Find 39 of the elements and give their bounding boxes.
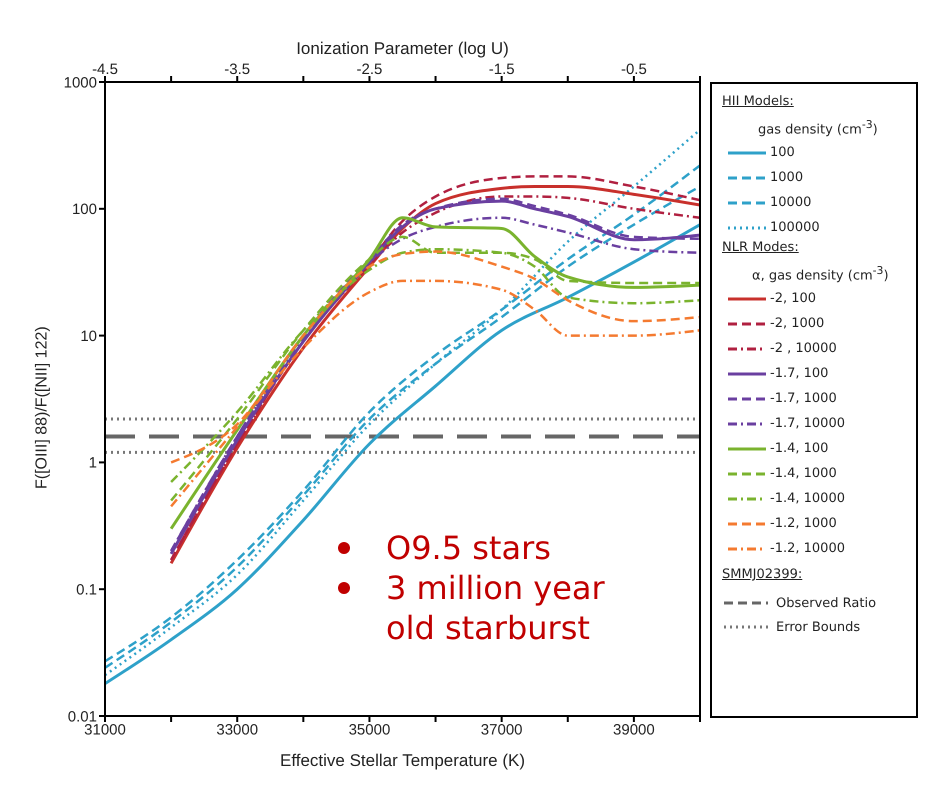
x2-tick-label: -3.5 [224, 61, 250, 78]
legend-label: -1.7, 10000 [770, 416, 845, 431]
text: α, gas density (cm$^{-3}$) [751, 264, 890, 286]
y-tick-label: 100 [72, 201, 97, 218]
y-tick-label: 1 [88, 454, 97, 472]
x-axis-title: Effective Stellar Temperature (K) [280, 751, 526, 770]
y-tick-label: 0.1 [76, 582, 97, 599]
legend-label: 100 [770, 145, 795, 160]
x-tick-label: 39000 [613, 722, 655, 739]
legend-label: -1.2, 1000 [770, 516, 837, 531]
x2-tick-label: -2.5 [356, 61, 382, 78]
legend-label: Error Bounds [776, 620, 860, 634]
text: NLR Modes: [721, 240, 800, 257]
legend-label: -1.7, 1000 [770, 391, 837, 406]
legend-label: 10000 [770, 195, 812, 210]
legend-label: -1.7, 100 [770, 366, 828, 381]
y-tick-label: 10 [80, 328, 97, 345]
legend-label: -1.4, 100 [770, 441, 828, 456]
x-tick-label: 37000 [480, 722, 523, 739]
legend-label: 1000 [770, 170, 804, 185]
x-tick-label: 33000 [216, 722, 258, 739]
legend-label: Observed Ratio [776, 596, 876, 610]
legend-label: -2, 1000 [770, 316, 824, 331]
legend-label: -2, 100 [770, 291, 816, 306]
text: SMMJ02399: [721, 567, 804, 584]
legend-label: -1.2, 10000 [770, 541, 845, 556]
annotation: O9.5 stars [386, 528, 552, 568]
x-tick-label: 35000 [348, 722, 390, 739]
x2-axis-title: Ionization Parameter (log U) [296, 39, 509, 58]
legend-label: 100000 [770, 220, 820, 235]
text: HII Models: [721, 94, 795, 111]
y-axis-title: F([OIII] 88)/F([NII] 122) [34, 326, 51, 489]
x2-tick-label: -1.5 [488, 61, 515, 78]
text: gas density (cm$^{-3}$) [757, 118, 879, 140]
legend-label: -1.4, 1000 [770, 466, 837, 481]
x2-tick-label: -0.5 [620, 61, 647, 78]
annotation: 3 million year old starburst [386, 568, 606, 648]
legend-label: -1.4, 10000 [770, 491, 845, 506]
legend-label: -2 , 10000 [770, 341, 837, 356]
